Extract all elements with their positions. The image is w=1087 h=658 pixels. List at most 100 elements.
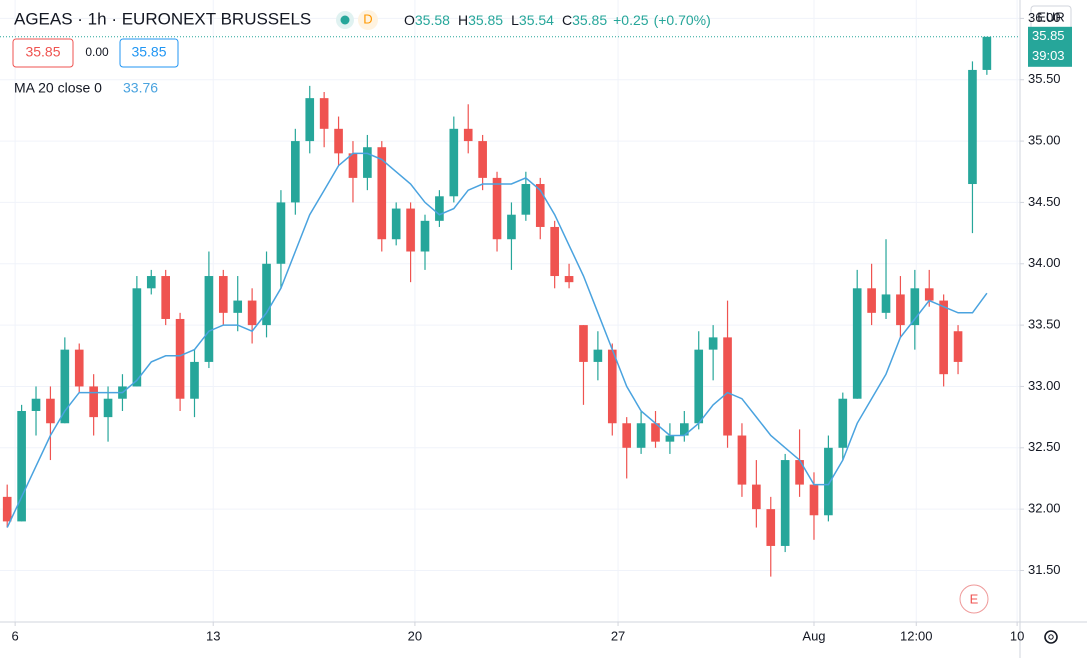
candle-body	[31, 398, 41, 411]
candle-body	[521, 184, 531, 215]
candle-body	[319, 98, 329, 129]
y-tick-label: 33.00	[1028, 378, 1061, 393]
ohlc-prefix: H	[458, 12, 468, 28]
ohlc-value: 35.85	[572, 12, 607, 28]
indicator-value: 33.76	[123, 80, 158, 96]
candle-body	[694, 349, 704, 424]
candle-body	[74, 349, 84, 387]
candle-body	[190, 361, 199, 399]
candle-body	[17, 410, 26, 522]
change-pct: (+0.70%)	[654, 12, 711, 28]
candle-body	[478, 141, 487, 178]
y-tick-label: 33.50	[1028, 317, 1061, 332]
candle-body	[607, 349, 617, 424]
y-tick-label: 32.00	[1028, 501, 1061, 516]
candle-body	[175, 318, 185, 399]
candle-body	[406, 208, 415, 252]
candle-body	[46, 398, 55, 424]
candle-body	[449, 128, 459, 197]
candle-body	[924, 288, 934, 301]
candle-body	[665, 435, 675, 442]
candle-body	[737, 435, 747, 485]
x-tick-label: 10	[1010, 628, 1024, 643]
x-tick-label: 20	[408, 628, 422, 643]
candle-body	[824, 447, 833, 516]
candle-body	[910, 288, 920, 326]
candle-body	[420, 220, 430, 252]
badge-bg	[358, 10, 378, 30]
candle-body	[305, 98, 315, 142]
candle-body	[103, 398, 113, 418]
change: +0.25	[613, 12, 649, 28]
candle-body	[535, 184, 545, 227]
candle-body	[550, 226, 559, 277]
event-marker: E	[970, 591, 979, 606]
candle-body	[593, 349, 603, 362]
plot	[0, 36, 1020, 577]
buy-box[interactable]	[119, 38, 179, 68]
ohlc-value: 35.58	[415, 12, 450, 28]
candle-body	[276, 202, 286, 264]
y-tick-label: 31.50	[1028, 562, 1061, 577]
candle-body	[262, 263, 271, 326]
candle-body	[680, 423, 689, 436]
candle-body	[204, 276, 214, 362]
candle-body	[780, 460, 790, 546]
y-tick-label: 32.50	[1028, 439, 1061, 454]
y-tick-label: 35.00	[1028, 133, 1061, 148]
candle-body	[651, 423, 660, 442]
chart-title: AGEAS · 1h · EURONEXT BRUSSELS	[14, 9, 311, 28]
candle-body	[564, 276, 574, 283]
candle-body	[60, 349, 70, 424]
ohlc-legend: O35.58 H35.85 L35.54 C35.85 +0.25 (+0.70%)	[404, 12, 711, 28]
last-price: 35.85	[1032, 28, 1065, 43]
candle-body	[579, 325, 588, 362]
candle-body	[161, 276, 170, 319]
candle-body	[507, 214, 516, 240]
x-tick-label: 6	[12, 628, 19, 643]
status-dot	[340, 15, 350, 25]
candle-body	[982, 36, 992, 70]
y-tick-label: 34.50	[1028, 194, 1061, 209]
event-circle[interactable]	[959, 584, 989, 614]
candle-body	[795, 460, 804, 485]
settings-icon[interactable]	[1044, 630, 1058, 644]
ohlc-prefix: O	[404, 12, 415, 28]
interval-badge: D	[363, 11, 372, 26]
x-tick-label: 12:00	[900, 628, 933, 643]
candle-body	[809, 484, 819, 516]
candle-body	[334, 128, 343, 154]
y-tick-label: 34.00	[1028, 255, 1061, 270]
grid	[0, 0, 1020, 622]
y-tick-label: 35.50	[1028, 71, 1061, 86]
candle-body	[363, 147, 372, 178]
candle-body	[89, 386, 98, 418]
candle-body	[218, 276, 228, 313]
candle-body	[233, 300, 243, 313]
candle-body	[766, 509, 776, 546]
candle-body	[953, 331, 963, 362]
last-price-box	[1028, 26, 1072, 67]
candle-body	[881, 294, 891, 313]
candle-body	[463, 128, 473, 142]
candle-body	[968, 69, 977, 185]
candle-body	[636, 423, 646, 448]
candle-body	[377, 147, 387, 240]
sell-box[interactable]	[12, 38, 74, 68]
candle-body	[291, 141, 300, 203]
x-tick-label: 13	[206, 628, 220, 643]
candle-body	[838, 398, 848, 448]
candle-body	[348, 153, 358, 178]
candle-body	[852, 288, 862, 399]
x-tick-label: 27	[611, 628, 625, 643]
candle-body	[2, 496, 12, 522]
candle-body	[867, 288, 876, 313]
candle-body	[132, 288, 142, 387]
candle-body	[622, 423, 632, 448]
countdown: 39:03	[1032, 48, 1065, 63]
x-tick-label: Aug	[802, 628, 825, 643]
ohlc-prefix: C	[562, 12, 572, 28]
candle-body	[939, 300, 948, 375]
indicator-label: MA 20 close 0	[14, 80, 102, 96]
